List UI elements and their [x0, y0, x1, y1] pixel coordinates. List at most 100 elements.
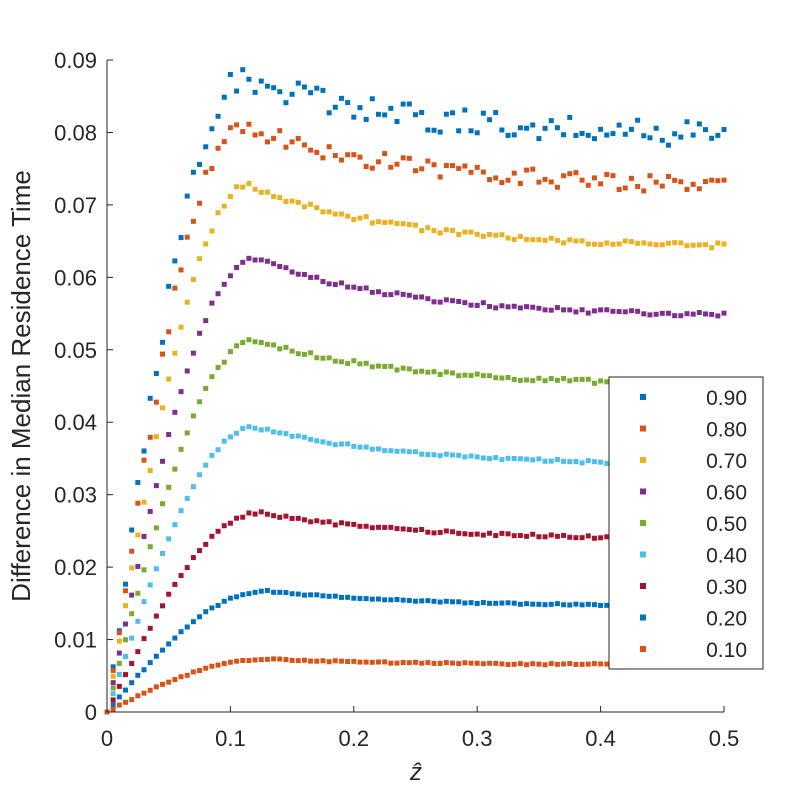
- data-point-0.10: [320, 658, 326, 664]
- data-point-0.10: [338, 658, 344, 664]
- data-point-0.40: [561, 458, 567, 464]
- data-point-0.40: [505, 455, 511, 461]
- data-point-0.90: [166, 283, 172, 289]
- data-point-0.40: [178, 508, 184, 514]
- data-point-0.60: [166, 432, 172, 438]
- data-point-0.90: [234, 88, 240, 94]
- data-point-0.50: [197, 399, 203, 405]
- data-point-0.70: [153, 434, 159, 440]
- data-point-0.80: [641, 188, 647, 194]
- data-point-0.60: [345, 284, 351, 290]
- data-point-0.40: [598, 459, 604, 465]
- data-point-0.30: [271, 513, 277, 519]
- data-point-0.40: [493, 455, 499, 461]
- data-point-0.20: [326, 593, 332, 599]
- data-point-0.90: [585, 132, 591, 138]
- data-point-0.70: [542, 237, 548, 243]
- data-point-0.10: [554, 661, 560, 667]
- data-point-0.30: [197, 548, 203, 554]
- data-point-0.80: [394, 161, 400, 167]
- data-point-0.10: [301, 657, 307, 663]
- data-point-0.20: [221, 598, 227, 604]
- data-point-0.70: [178, 324, 184, 330]
- data-point-0.50: [203, 385, 209, 391]
- data-point-0.10: [369, 659, 375, 665]
- data-point-0.10: [394, 660, 400, 666]
- data-point-0.30: [190, 555, 196, 561]
- data-point-0.90: [184, 193, 190, 199]
- data-point-0.60: [635, 308, 641, 314]
- data-point-0.20: [567, 602, 573, 608]
- data-point-0.50: [252, 339, 258, 345]
- data-point-0.10: [591, 661, 597, 667]
- data-point-0.60: [338, 280, 344, 286]
- data-point-0.70: [283, 199, 289, 205]
- data-point-0.50: [301, 351, 307, 357]
- data-point-0.80: [487, 177, 493, 183]
- data-point-0.50: [388, 363, 394, 369]
- data-point-0.70: [332, 211, 338, 217]
- data-point-0.20: [258, 588, 264, 594]
- data-point-0.50: [141, 567, 147, 573]
- x-axis-label: ẑ: [409, 759, 422, 786]
- data-point-0.80: [598, 181, 604, 187]
- data-point-0.70: [129, 565, 135, 571]
- data-point-0.60: [542, 307, 548, 313]
- data-point-0.20: [351, 595, 357, 601]
- data-point-0.90: [647, 135, 653, 141]
- data-point-0.70: [505, 235, 511, 241]
- data-point-0.80: [271, 135, 277, 141]
- data-point-0.80: [548, 179, 554, 185]
- data-point-0.80: [338, 157, 344, 163]
- data-point-0.60: [295, 271, 301, 277]
- data-point-0.90: [400, 101, 406, 107]
- data-point-0.90: [480, 110, 486, 116]
- data-point-0.10: [147, 687, 153, 693]
- data-point-0.90: [413, 112, 418, 118]
- data-point-0.50: [548, 376, 554, 382]
- data-point-0.40: [190, 484, 196, 490]
- data-point-0.10: [542, 662, 548, 668]
- data-point-0.60: [616, 309, 622, 315]
- data-point-0.80: [246, 121, 252, 127]
- data-point-0.40: [227, 434, 233, 440]
- data-point-0.60: [221, 281, 227, 287]
- data-point-0.90: [431, 127, 437, 133]
- data-point-0.30: [431, 530, 437, 536]
- data-point-0.60: [468, 302, 474, 308]
- data-point-0.40: [295, 433, 301, 439]
- data-point-0.50: [413, 369, 418, 375]
- data-point-0.30: [227, 520, 233, 526]
- data-point-0.10: [252, 657, 258, 663]
- data-point-0.90: [709, 135, 715, 141]
- data-point-0.60: [135, 563, 141, 569]
- data-point-0.70: [487, 231, 493, 237]
- data-point-0.90: [345, 100, 351, 106]
- data-point-0.50: [172, 466, 178, 472]
- data-point-0.60: [227, 273, 233, 279]
- data-point-0.80: [184, 234, 190, 240]
- data-point-0.50: [116, 660, 122, 666]
- data-point-0.60: [579, 307, 585, 313]
- data-point-0.30: [129, 660, 135, 666]
- data-point-0.70: [628, 239, 634, 245]
- data-point-0.70: [554, 237, 560, 243]
- data-point-0.20: [234, 594, 240, 600]
- data-point-0.30: [363, 523, 369, 529]
- data-point-0.20: [277, 589, 283, 595]
- data-point-0.20: [517, 601, 523, 607]
- data-point-0.70: [548, 235, 554, 241]
- data-point-0.80: [437, 174, 443, 180]
- data-point-0.20: [338, 594, 344, 600]
- data-point-0.50: [135, 590, 141, 596]
- data-point-0.30: [172, 581, 178, 587]
- data-point-0.40: [400, 448, 406, 454]
- data-point-0.80: [530, 166, 536, 172]
- data-point-0.80: [221, 139, 227, 145]
- data-point-0.90: [610, 131, 616, 137]
- data-point-0.50: [190, 413, 196, 419]
- data-point-0.90: [635, 117, 641, 123]
- data-point-0.50: [480, 373, 486, 379]
